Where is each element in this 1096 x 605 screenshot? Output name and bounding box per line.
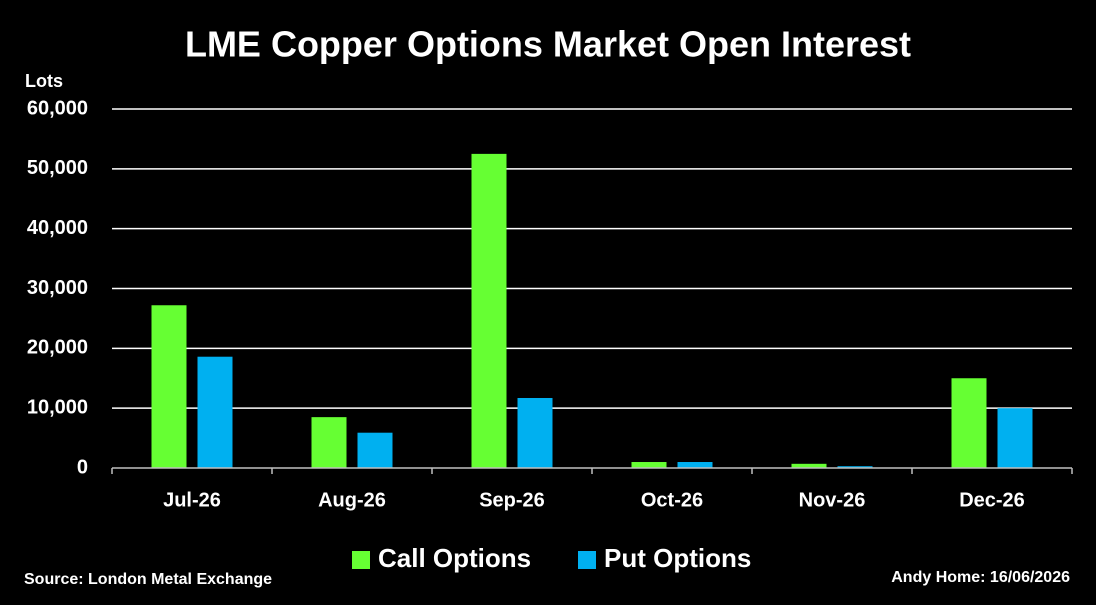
x-tick-label: Nov-26 <box>799 489 866 511</box>
x-tick-label: Jul-26 <box>163 489 221 511</box>
x-tick-label: Sep-26 <box>479 489 545 511</box>
source-note: Source: London Metal Exchange <box>24 571 272 588</box>
legend-label: Call Options <box>378 543 531 573</box>
bar <box>837 466 873 468</box>
y-tick-label: 10,000 <box>27 396 88 418</box>
y-tick-label: 20,000 <box>27 337 88 359</box>
x-tick-label: Oct-26 <box>641 489 703 511</box>
legend-swatch <box>352 551 370 569</box>
bar <box>471 153 507 468</box>
credit-note: Andy Home: 16/06/2026 <box>891 569 1070 586</box>
bar <box>791 463 827 468</box>
x-tick-label: Dec-26 <box>959 489 1025 511</box>
y-tick-label: 40,000 <box>27 217 88 239</box>
x-tick-label: Aug-26 <box>318 489 386 511</box>
bar <box>311 417 347 468</box>
legend-label: Put Options <box>604 543 751 573</box>
bar <box>951 378 987 468</box>
chart-title: LME Copper Options Market Open Interest <box>185 24 911 65</box>
bar <box>517 397 553 468</box>
y-axis-label: Lots <box>25 71 63 91</box>
bar <box>357 432 393 468</box>
y-tick-label: 60,000 <box>27 97 88 119</box>
bar <box>197 356 233 468</box>
bar <box>997 408 1033 468</box>
bar <box>677 462 713 468</box>
bar <box>151 305 187 468</box>
y-tick-label: 50,000 <box>27 157 88 179</box>
y-tick-label: 0 <box>77 456 88 478</box>
bar <box>631 462 667 468</box>
y-tick-label: 30,000 <box>27 277 88 299</box>
legend-swatch <box>578 551 596 569</box>
